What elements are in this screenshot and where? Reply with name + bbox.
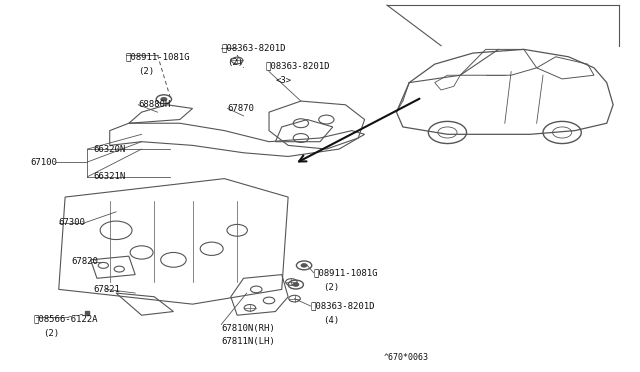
Text: 67810N(RH): 67810N(RH) (221, 324, 275, 333)
Circle shape (292, 283, 299, 286)
Text: (2): (2) (138, 67, 154, 76)
Text: 66320N: 66320N (94, 145, 126, 154)
Circle shape (301, 263, 307, 267)
Text: 67300: 67300 (59, 218, 86, 227)
Text: Ⓝ08566-6122A: Ⓝ08566-6122A (33, 314, 98, 323)
Text: Ⓝ08363-8201D: Ⓝ08363-8201D (221, 43, 285, 52)
Text: 68880H: 68880H (138, 100, 171, 109)
Text: ⓝ08911-1081G: ⓝ08911-1081G (125, 52, 190, 61)
Text: <3>: <3> (275, 76, 291, 85)
Text: 67100: 67100 (30, 157, 57, 167)
Text: (4): (4) (323, 316, 339, 325)
Text: 67870: 67870 (228, 104, 255, 113)
Text: (2): (2) (43, 329, 59, 338)
Text: ⓝ08911-1081G: ⓝ08911-1081G (314, 268, 378, 277)
Text: 66321N: 66321N (94, 172, 126, 181)
Circle shape (161, 97, 167, 101)
Text: 67820: 67820 (72, 257, 99, 266)
Text: (2): (2) (228, 58, 244, 67)
Text: ^670*0063: ^670*0063 (384, 353, 429, 362)
Text: (2): (2) (323, 283, 339, 292)
Text: Ⓝ08363-8201D: Ⓝ08363-8201D (266, 61, 330, 71)
Text: 67811N(LH): 67811N(LH) (221, 337, 275, 346)
Text: Ⓝ08363-8201D: Ⓝ08363-8201D (310, 301, 375, 311)
Text: 67821: 67821 (94, 285, 121, 294)
